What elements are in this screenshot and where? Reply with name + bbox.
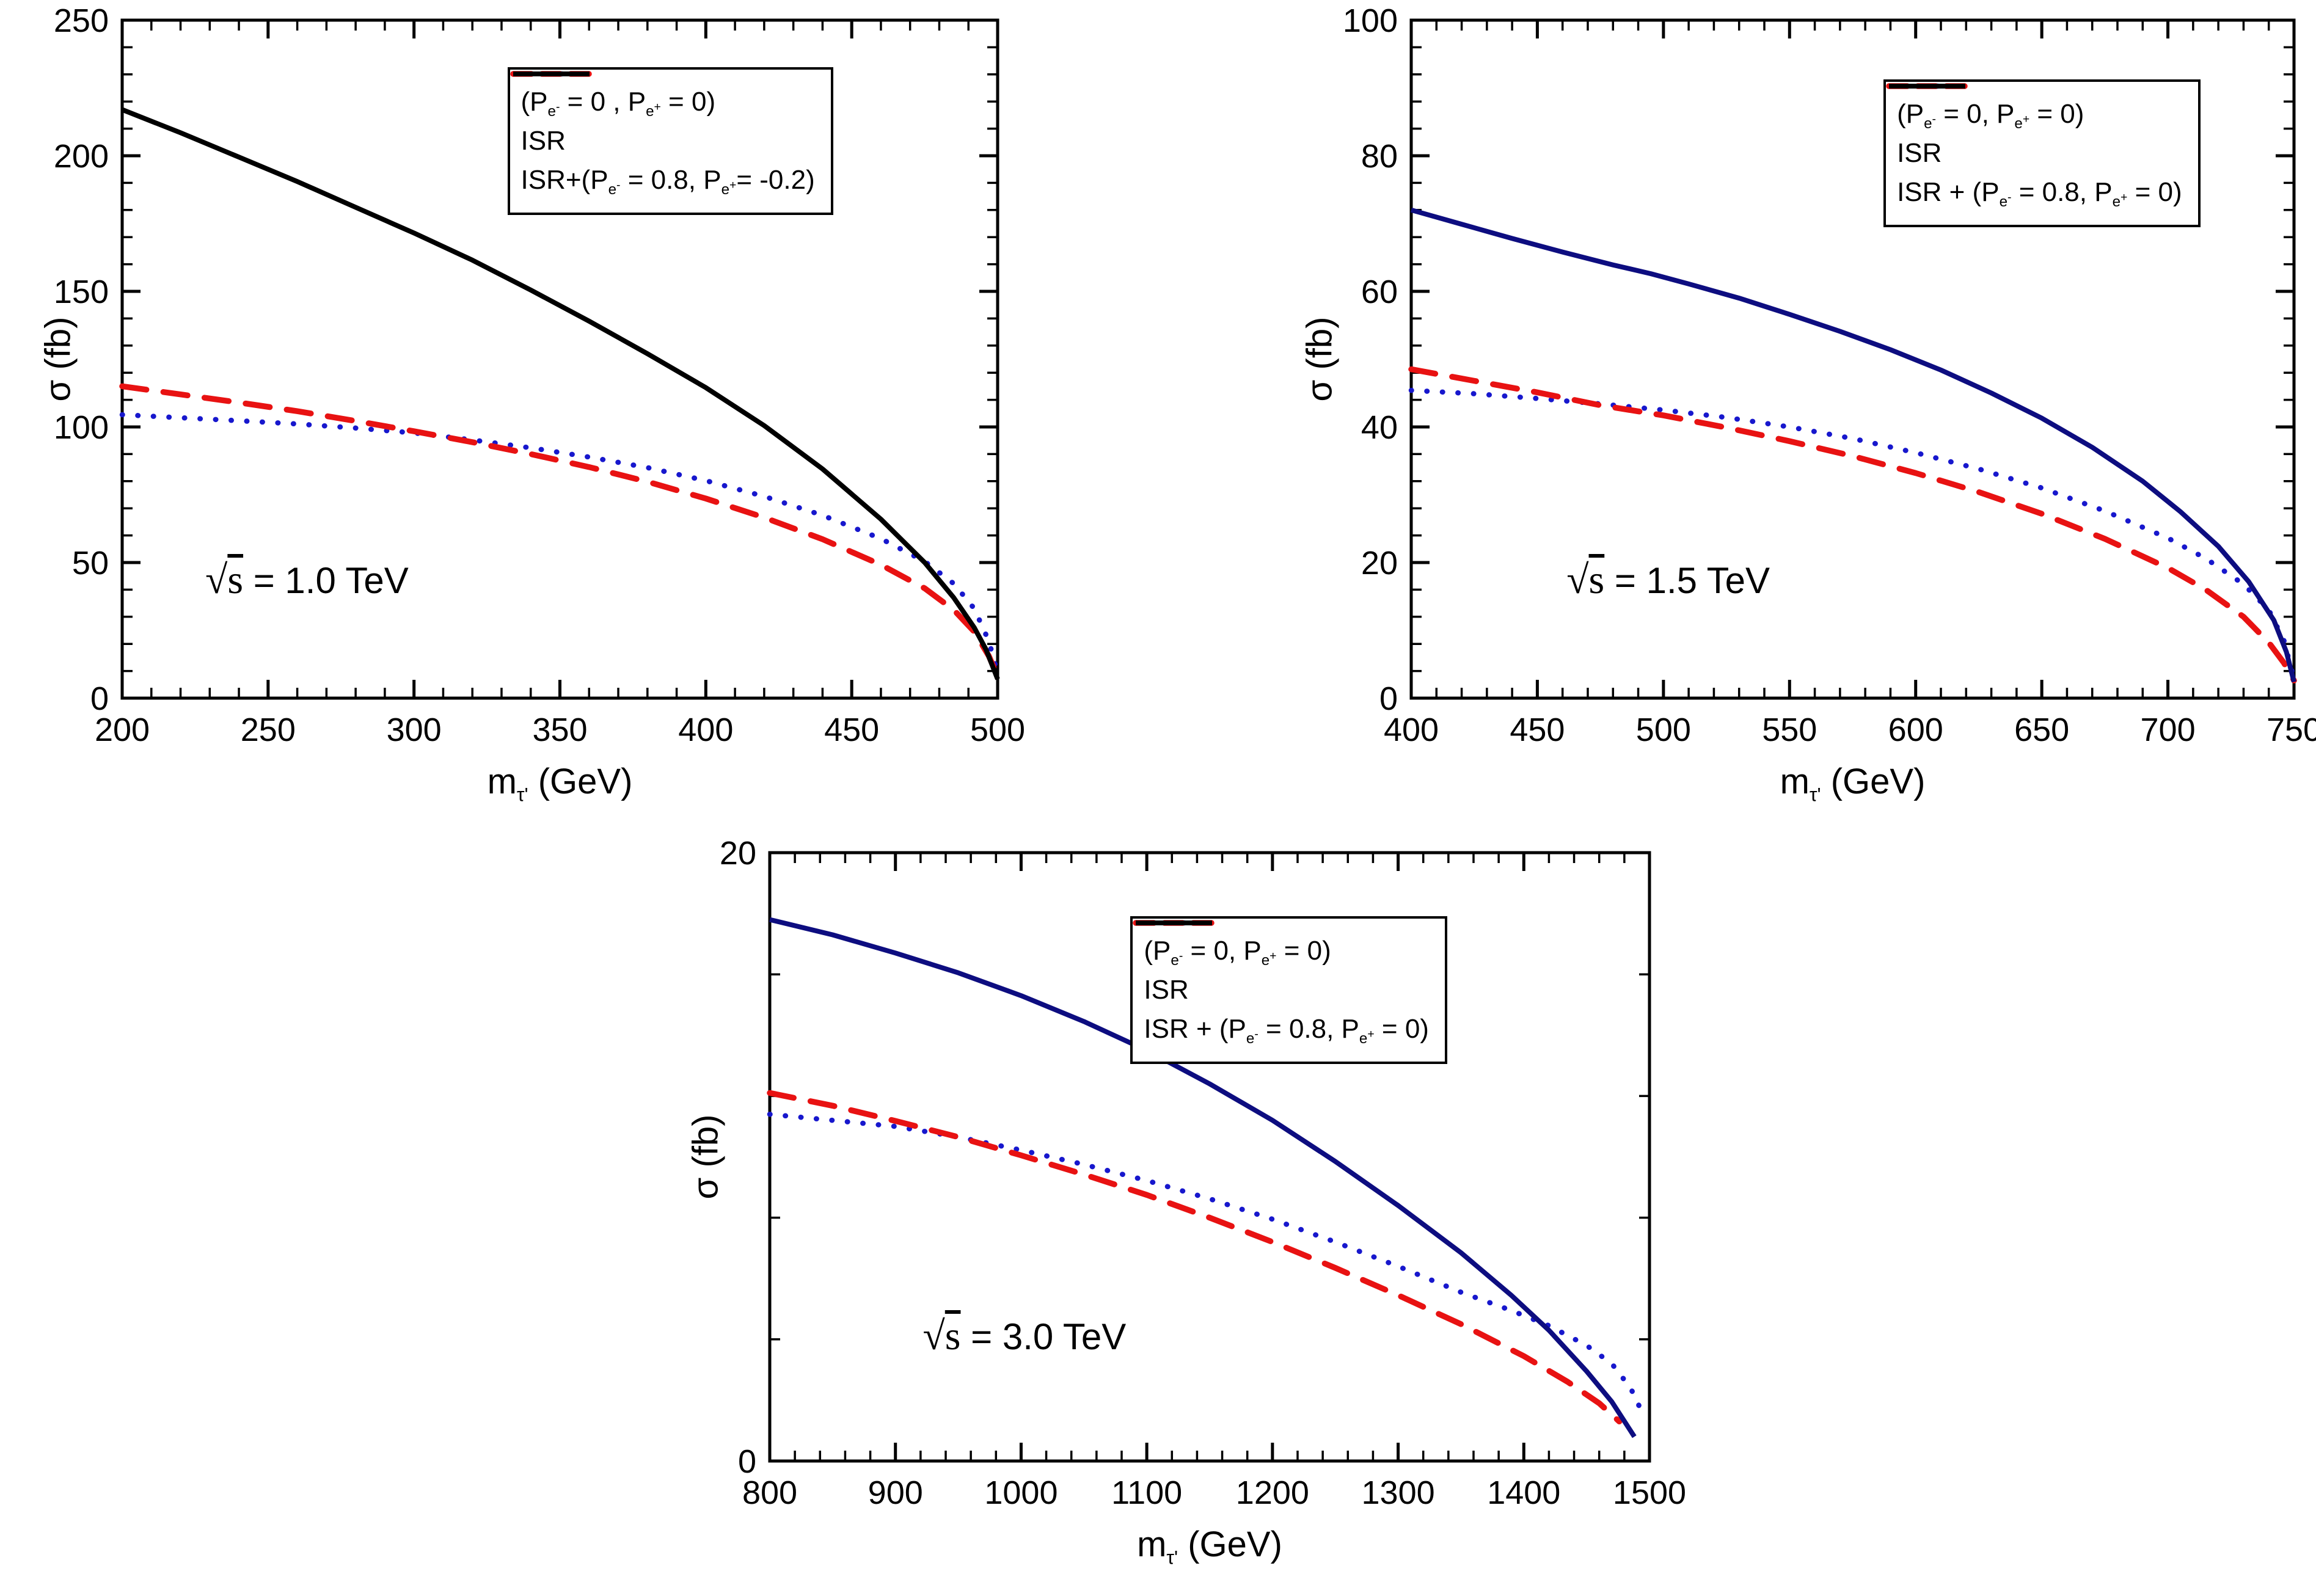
x-tick-label: 800 (742, 1474, 797, 1511)
y-tick-label: 0 (1379, 680, 1398, 717)
series-isr-polarized (769, 917, 1637, 1438)
legend-label: ISR + (Pe- = 0.8, Pe+ = 0) (1897, 177, 2182, 211)
plot-frame (1409, 18, 2296, 700)
legend-label: ISR (521, 125, 566, 156)
x-tick-label: 600 (1888, 712, 1943, 748)
y-axis-title: σ (fb) (685, 1114, 726, 1200)
legend-label: ISR (1897, 137, 1942, 168)
legend-label: (Pe- = 0, Pe+ = 0) (1144, 935, 1331, 969)
x-tick-label: 250 (241, 712, 296, 748)
sqrt-s-annotation: √s = 1.0 TeV (205, 558, 409, 603)
x-tick-label: 700 (2141, 712, 2196, 748)
series-isr (1408, 366, 2297, 683)
x-tick-label: 1100 (1111, 1474, 1182, 1511)
y-tick-label: 0 (90, 680, 109, 717)
legend-item: (Pe- = 0, Pe+ = 0) (1886, 83, 2182, 133)
x-tick-label: 650 (2014, 712, 2069, 748)
series-unpolarized-no-isr (119, 412, 1001, 677)
y-tick-label: 150 (54, 274, 109, 310)
y-tick-label: 20 (1361, 545, 1398, 581)
sqrt-s-annotation: √s = 3.0 TeV (922, 1313, 1127, 1358)
x-axis-title: mτ' (GeV) (487, 762, 633, 806)
x-tick-label: 1000 (984, 1474, 1058, 1511)
legend: (Pe- = 0 , Pe+ = 0) ISR ISR+(Pe- = 0.8, Pe… (507, 67, 833, 215)
legend-label: ISR+(Pe- = 0.8, Pe+= -0.2) (521, 164, 815, 199)
legend: (Pe- = 0, Pe+ = 0) ISR ISR + (Pe- = 0.8, P… (1883, 79, 2201, 227)
x-tick-label: 1500 (1613, 1474, 1686, 1511)
x-tick-label: 500 (1636, 712, 1691, 748)
chart-sqrt-s-3.0-tev: 800 900 1000 1100 1200 1300 1400 1500 0 20 σ (fb) m… (641, 833, 1711, 1596)
y-tick-label: 20 (720, 835, 756, 872)
series-unpolarized-no-isr (767, 1112, 1643, 1412)
y-tick-label: 80 (1361, 138, 1398, 175)
x-tick-label: 450 (824, 712, 879, 748)
plot-area: 200 250 300 350 400 450 500 0 50 100 150 200 250 (54, 2, 1025, 748)
legend-item: ISR (1133, 919, 1429, 1005)
legend-label: ISR + (Pe- = 0.8, Pe+ = 0) (1144, 1013, 1429, 1048)
legend-sample-solid-line (1136, 920, 1213, 925)
sqrt-s-annotation: √s = 1.5 TeV (1566, 558, 1770, 603)
legend-sample-solid-line (513, 71, 590, 76)
x-axis-title: mτ' (GeV) (1137, 1525, 1282, 1569)
x-tick-label: 350 (532, 712, 587, 748)
x-tick-label: 550 (1762, 712, 1817, 748)
x-tick-label: 900 (868, 1474, 923, 1511)
legend-item: ISR (1886, 82, 2182, 169)
legend-item: ISR + (Pe- = 0.8, Pe+ = 0) (1136, 920, 1429, 1048)
series-isr (767, 1090, 1623, 1425)
x-tick-label: 200 (95, 712, 150, 748)
plot-frame (768, 851, 1651, 1463)
x-tick-label: 400 (678, 712, 733, 748)
series-unpolarized-no-isr (1408, 387, 2297, 682)
series-isr-polarized (121, 107, 1000, 680)
x-tick-label: 300 (387, 712, 442, 748)
x-tick-label: 1400 (1487, 1474, 1560, 1511)
plot-area: 400 450 500 550 600 650 700 750 0 20 40 60 80 100 (1343, 2, 2316, 748)
legend-item: (Pe- = 0 , Pe+ = 0) (510, 71, 815, 120)
y-tick-label: 100 (54, 409, 109, 446)
legend-item: ISR+(Pe- = 0.8, Pe+= -0.2) (513, 71, 815, 199)
y-tick-label: 250 (54, 2, 109, 39)
y-tick-label: 0 (738, 1443, 756, 1480)
legend-item: ISR + (Pe- = 0.8, Pe+ = 0) (1889, 83, 2182, 211)
y-tick-label: 200 (54, 138, 109, 175)
y-tick-label: 100 (1343, 2, 1398, 39)
plot-area: 800 900 1000 1100 1200 1300 1400 1500 0 20 (720, 835, 1686, 1511)
legend-label: (Pe- = 0 , Pe+ = 0) (521, 86, 716, 120)
x-tick-label: 750 (2267, 712, 2316, 748)
y-axis-title: σ (fb) (1299, 316, 1340, 402)
x-tick-label: 450 (1510, 712, 1565, 748)
legend-item: (Pe- = 0, Pe+ = 0) (1133, 920, 1429, 969)
legend-sample-solid-line (1889, 83, 1966, 89)
x-axis-title: mτ' (GeV) (1780, 762, 1926, 806)
legend-label: ISR (1144, 974, 1189, 1005)
x-tick-label: 400 (1384, 712, 1439, 748)
chart-sqrt-s-1.5-tev: 400 450 500 550 600 650 700 750 0 20 40 60 80 100 σ (f… (1277, 0, 2316, 812)
y-axis-title: σ (fb) (38, 316, 78, 402)
legend-item: ISR (510, 70, 815, 156)
legend: (Pe- = 0, Pe+ = 0) ISR ISR + (Pe- = 0.8, P… (1130, 916, 1447, 1064)
x-tick-label: 1200 (1236, 1474, 1309, 1511)
y-tick-label: 60 (1361, 274, 1398, 310)
y-tick-label: 50 (72, 545, 109, 581)
x-tick-label: 1300 (1362, 1474, 1435, 1511)
y-tick-label: 40 (1361, 409, 1398, 446)
series-isr-polarized (1410, 207, 2296, 683)
series-isr (119, 383, 1001, 680)
chart-sqrt-s-1.0-tev: 200 250 300 350 400 450 500 0 50 100 150 200 250 σ (f… (0, 0, 1094, 812)
legend-label: (Pe- = 0, Pe+ = 0) (1897, 98, 2084, 133)
x-tick-label: 500 (970, 712, 1025, 748)
